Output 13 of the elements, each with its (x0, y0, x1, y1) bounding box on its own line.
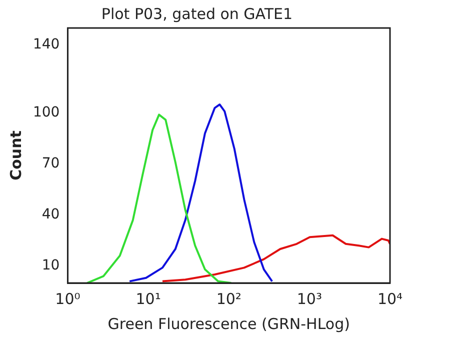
x-tick-label: 10⁰ (55, 290, 80, 308)
y-tick-label: 10 (42, 258, 60, 274)
x-tick-label: 10⁴ (377, 290, 403, 308)
y-tick-label: 70 (42, 156, 60, 172)
chart-title: Plot P03, gated on GATE1 (101, 4, 293, 23)
x-tick-label: 10¹ (136, 290, 161, 308)
y-axis-title: Count (6, 130, 25, 180)
y-tick-label: 100 (32, 104, 60, 121)
x-tick-label: 10² (216, 290, 242, 308)
y-tick-label: 140 (32, 36, 60, 53)
y-tick-label: 40 (42, 206, 60, 223)
x-tick-label: 10³ (296, 290, 322, 308)
x-axis-title: Green Fluorescence (GRN-HLog) (108, 314, 350, 333)
